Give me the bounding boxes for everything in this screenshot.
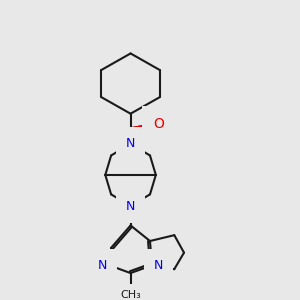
Text: N: N bbox=[154, 259, 164, 272]
Text: CH₃: CH₃ bbox=[120, 290, 141, 300]
Text: O: O bbox=[153, 117, 164, 131]
Text: N: N bbox=[126, 137, 135, 150]
Text: N: N bbox=[98, 259, 107, 272]
Text: N: N bbox=[126, 200, 135, 212]
